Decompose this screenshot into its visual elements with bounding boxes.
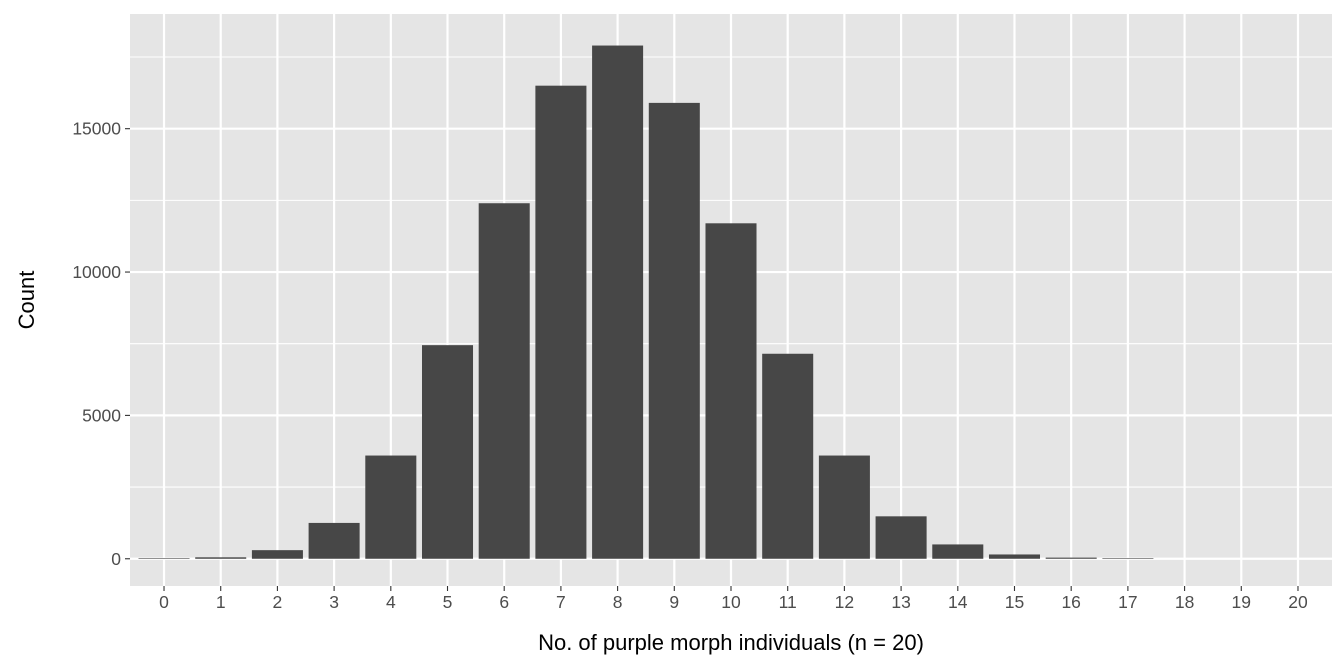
x-tick-label: 13 xyxy=(891,592,910,612)
bars xyxy=(138,45,1154,559)
x-tick-label: 12 xyxy=(835,592,854,612)
bar-11 xyxy=(762,353,814,559)
bar-12 xyxy=(818,455,870,559)
x-tick-label: 14 xyxy=(948,592,968,612)
bar-7 xyxy=(535,85,587,559)
x-tick-label: 3 xyxy=(329,592,339,612)
bar-3 xyxy=(308,522,360,559)
x-tick-label: 19 xyxy=(1232,592,1251,612)
bar-4 xyxy=(365,455,417,559)
x-tick-label: 5 xyxy=(443,592,453,612)
x-tick-label: 8 xyxy=(613,592,623,612)
bar-9 xyxy=(648,102,700,559)
x-tick-label: 4 xyxy=(386,592,396,612)
y-tick-label: 5000 xyxy=(82,405,121,425)
x-tick-label: 18 xyxy=(1175,592,1194,612)
x-tick-label: 7 xyxy=(556,592,566,612)
bar-16 xyxy=(1045,557,1097,559)
y-axis: 0 5000 10000 15000 xyxy=(72,119,130,569)
x-axis: 0 1 2 3 4 5 6 7 8 9 10 11 12 13 14 15 16 17 18 19 20 xyxy=(159,586,1308,612)
x-tick-label: 2 xyxy=(273,592,283,612)
y-tick-label: 10000 xyxy=(72,262,121,282)
y-tick-label: 0 xyxy=(111,549,121,569)
bar-8 xyxy=(592,45,644,559)
bar-6 xyxy=(478,203,530,559)
x-axis-title: No. of purple morph individuals (n = 20) xyxy=(538,630,924,655)
bar-0 xyxy=(138,558,190,559)
x-tick-label: 1 xyxy=(216,592,226,612)
bar-2 xyxy=(251,550,303,559)
x-tick-label: 6 xyxy=(499,592,509,612)
bar-5 xyxy=(421,345,474,559)
y-axis-title: Count xyxy=(14,271,39,330)
bar-10 xyxy=(705,223,757,559)
x-tick-label: 17 xyxy=(1118,592,1137,612)
bar-13 xyxy=(875,516,927,559)
bar-17 xyxy=(1102,558,1154,559)
bar-1 xyxy=(195,557,247,559)
x-tick-label: 16 xyxy=(1061,592,1080,612)
bar-14 xyxy=(932,544,984,559)
x-tick-label: 9 xyxy=(669,592,679,612)
bar-15 xyxy=(988,554,1041,559)
x-tick-label: 0 xyxy=(159,592,169,612)
x-tick-label: 20 xyxy=(1288,592,1308,612)
y-tick-label: 15000 xyxy=(72,119,121,139)
x-tick-label: 15 xyxy=(1005,592,1024,612)
x-tick-label: 11 xyxy=(779,592,797,612)
x-tick-label: 10 xyxy=(721,592,741,612)
